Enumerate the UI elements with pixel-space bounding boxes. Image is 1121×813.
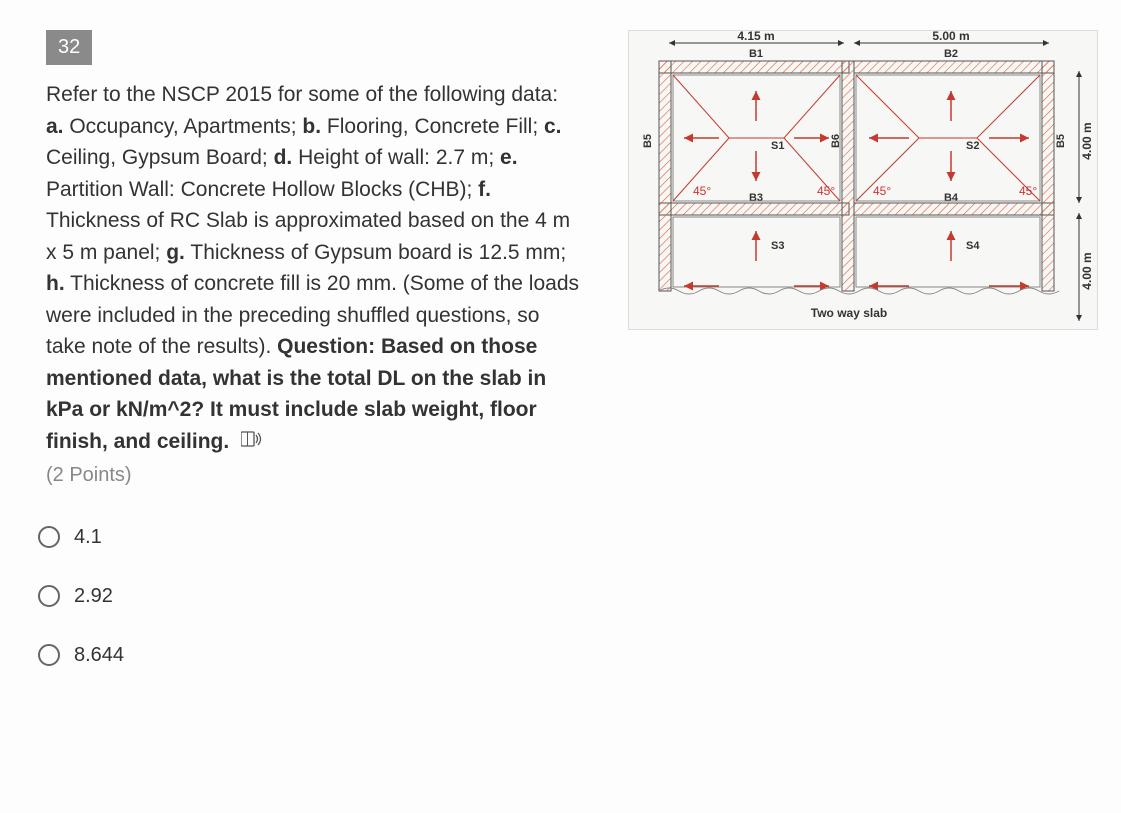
dim-top-left: 4.15 m xyxy=(737,31,774,43)
label-c: c. xyxy=(544,115,562,138)
radio-icon[interactable] xyxy=(38,526,60,548)
label-b: b. xyxy=(302,115,321,138)
points-text: (2 Points) xyxy=(46,460,580,490)
text-b: Flooring, Concrete Fill; xyxy=(321,115,544,138)
beam-b1: B1 xyxy=(749,48,763,60)
question-text: Refer to the NSCP 2015 for some of the f… xyxy=(20,79,580,490)
option-label: 8.644 xyxy=(74,644,124,667)
diagram-caption: Two way slab xyxy=(811,306,887,320)
radio-icon[interactable] xyxy=(38,585,60,607)
text-e: Partition Wall: Concrete Hollow Blocks (… xyxy=(46,178,478,201)
label-a: a. xyxy=(46,115,64,138)
text-a: Occupancy, Apartments; xyxy=(64,115,303,138)
option-label: 2.92 xyxy=(74,585,113,608)
slab-s2: S2 xyxy=(966,140,979,152)
label-h: h. xyxy=(46,272,65,295)
angle-45-2: 45° xyxy=(817,184,835,198)
text-g: Thickness of Gypsum board is 12.5 mm; xyxy=(185,241,566,264)
option-1[interactable]: 4.1 xyxy=(38,526,1101,549)
slab-s3: S3 xyxy=(771,240,784,252)
option-3[interactable]: 8.644 xyxy=(38,644,1101,667)
dim-right-top: 4.00 m xyxy=(1080,122,1094,159)
angle-45-4: 45° xyxy=(1019,184,1037,198)
option-2[interactable]: 2.92 xyxy=(38,585,1101,608)
label-e: e. xyxy=(500,146,518,169)
slab-s4: S4 xyxy=(966,240,980,252)
label-f: f. xyxy=(478,178,491,201)
immersive-reader-icon[interactable] xyxy=(241,426,263,458)
dim-top-right: 5.00 m xyxy=(932,31,969,43)
radio-icon[interactable] xyxy=(38,644,60,666)
beam-b5-right: B5 xyxy=(1055,134,1067,148)
angle-45-3: 45° xyxy=(873,184,891,198)
beam-b3: B3 xyxy=(749,192,763,204)
beam-b4: B4 xyxy=(944,192,959,204)
options-group: 4.1 2.92 8.644 xyxy=(20,526,1101,667)
dim-right-bot: 4.00 m xyxy=(1080,252,1094,289)
beam-b2: B2 xyxy=(944,48,958,60)
structural-diagram: 4.15 m 5.00 m 4.00 m 4.00 m B1 B2 B3 B4 … xyxy=(628,30,1098,330)
option-label: 4.1 xyxy=(74,526,102,549)
question-number: 32 xyxy=(46,30,92,65)
label-g: g. xyxy=(166,241,185,264)
angle-45-1: 45° xyxy=(693,184,711,198)
intro-text: Refer to the NSCP 2015 for some of the f… xyxy=(46,83,558,106)
text-d: Height of wall: 2.7 m; xyxy=(292,146,500,169)
text-c: Ceiling, Gypsum Board; xyxy=(46,146,274,169)
beam-b5-left: B5 xyxy=(642,134,654,148)
slab-s1: S1 xyxy=(771,140,784,152)
label-d: d. xyxy=(274,146,293,169)
